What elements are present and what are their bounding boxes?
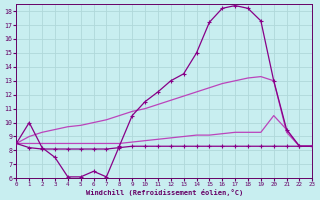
X-axis label: Windchill (Refroidissement éolien,°C): Windchill (Refroidissement éolien,°C) (86, 189, 243, 196)
